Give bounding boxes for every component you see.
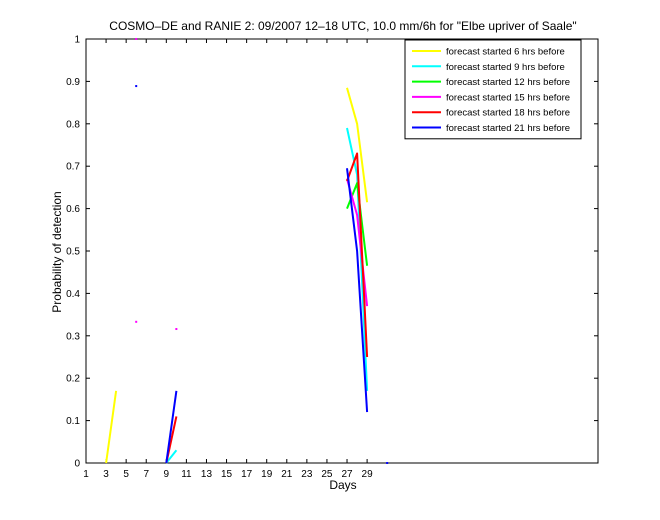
x-tick-label: 15	[221, 469, 233, 480]
x-tick-label: 9	[164, 469, 170, 480]
y-tick-label: 1	[74, 35, 80, 46]
series-point	[135, 85, 138, 88]
x-tick-label: 7	[143, 469, 149, 480]
legend-label: forecast started 6 hrs before	[446, 47, 565, 58]
x-tick-label: 13	[201, 469, 213, 480]
legend-label: forecast started 18 hrs before	[446, 108, 570, 119]
y-tick-label: 0.8	[66, 119, 80, 130]
legend-label: forecast started 15 hrs before	[446, 92, 570, 103]
y-tick-label: 0.5	[66, 247, 80, 258]
series-line	[165, 449, 178, 464]
y-tick-label: 0.9	[66, 77, 80, 88]
series-line	[346, 168, 369, 413]
y-tick-label: 0	[74, 459, 80, 470]
series-line	[346, 87, 369, 203]
chart-title: COSMO–DE and RANIE 2: 09/2007 12–18 UTC,…	[109, 19, 576, 33]
series-line	[165, 390, 178, 464]
x-tick-label: 27	[341, 469, 353, 480]
x-tick-label: 1	[83, 469, 89, 480]
series-point	[386, 462, 389, 464]
x-tick-label: 11	[181, 469, 192, 480]
x-tick-label: 17	[241, 469, 253, 480]
series-point	[135, 320, 138, 323]
x-tick-label: 5	[123, 469, 129, 480]
y-tick-label: 0.1	[66, 416, 80, 427]
series-point	[175, 328, 178, 331]
series-line	[105, 390, 118, 464]
x-tick-label: 19	[261, 469, 273, 480]
y-tick-label: 0.4	[66, 289, 80, 300]
series-line	[346, 127, 369, 391]
legend-label: forecast started 21 hrs before	[446, 123, 570, 134]
x-axis-title: Days	[329, 478, 356, 492]
y-axis-title: Probability of detection	[50, 191, 64, 312]
x-tick-label: 23	[301, 469, 313, 480]
legend: forecast started 6 hrs before forecast st…	[404, 39, 582, 140]
legend-box	[404, 39, 582, 140]
series-point	[135, 38, 138, 40]
y-tick-label: 0.6	[66, 204, 80, 215]
x-tick-label: 21	[281, 469, 293, 480]
series-line	[346, 152, 369, 358]
legend-label: forecast started 12 hrs before	[446, 77, 570, 88]
x-tick-label: 29	[362, 469, 374, 480]
y-tick-label: 0.2	[66, 374, 80, 385]
x-tick-label: 3	[103, 469, 109, 480]
legend-label: forecast started 9 hrs before	[446, 62, 565, 73]
y-tick-label: 0.7	[66, 162, 80, 173]
x-tick-label: 25	[321, 469, 333, 480]
y-tick-label: 0.3	[66, 331, 80, 342]
